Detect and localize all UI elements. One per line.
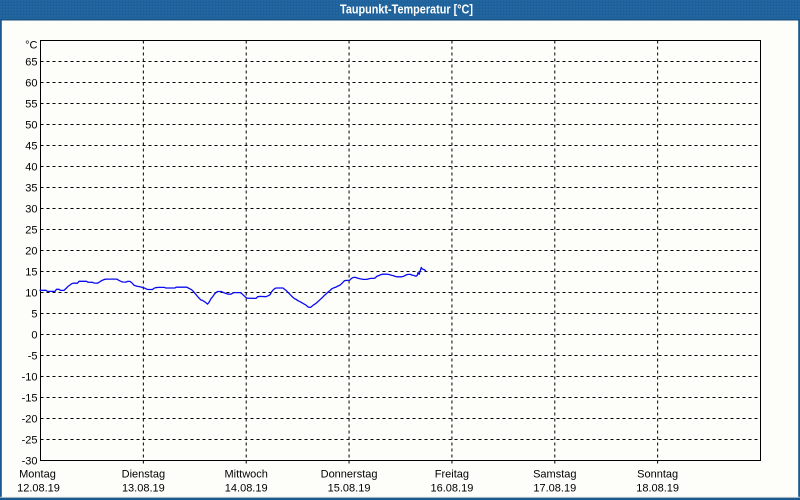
svg-text:55: 55 bbox=[25, 99, 37, 111]
svg-text:Freitag: Freitag bbox=[435, 469, 469, 481]
svg-text:Sonntag: Sonntag bbox=[637, 469, 678, 481]
svg-text:-30: -30 bbox=[22, 456, 38, 468]
svg-text:30: 30 bbox=[25, 204, 37, 216]
svg-text:Dienstag: Dienstag bbox=[122, 469, 165, 481]
svg-text:14.08.19: 14.08.19 bbox=[225, 483, 268, 495]
svg-text:45: 45 bbox=[25, 141, 37, 153]
svg-text:0: 0 bbox=[31, 330, 37, 342]
svg-text:Samstag: Samstag bbox=[533, 469, 576, 481]
svg-text:-10: -10 bbox=[22, 372, 38, 384]
svg-text:65: 65 bbox=[25, 57, 37, 69]
svg-text:-5: -5 bbox=[28, 351, 38, 363]
svg-text:25: 25 bbox=[25, 225, 37, 237]
svg-text:-20: -20 bbox=[22, 414, 38, 426]
svg-text:17.08.19: 17.08.19 bbox=[533, 483, 576, 495]
svg-text:50: 50 bbox=[25, 120, 37, 132]
svg-text:40: 40 bbox=[25, 162, 37, 174]
svg-text:15: 15 bbox=[25, 267, 37, 279]
svg-text:60: 60 bbox=[25, 78, 37, 90]
svg-text:20: 20 bbox=[25, 246, 37, 258]
svg-text:Mittwoch: Mittwoch bbox=[225, 469, 268, 481]
svg-text:-15: -15 bbox=[22, 393, 38, 405]
svg-text:12.08.19: 12.08.19 bbox=[17, 483, 60, 495]
svg-text:10: 10 bbox=[25, 288, 37, 300]
svg-text:Donnerstag: Donnerstag bbox=[321, 469, 378, 481]
svg-text:35: 35 bbox=[25, 183, 37, 195]
svg-text:°C: °C bbox=[25, 40, 37, 52]
svg-text:-25: -25 bbox=[22, 435, 38, 447]
svg-text:Montag: Montag bbox=[19, 469, 56, 481]
svg-text:13.08.19: 13.08.19 bbox=[122, 483, 165, 495]
svg-text:18.08.19: 18.08.19 bbox=[636, 483, 679, 495]
svg-text:15.08.19: 15.08.19 bbox=[328, 483, 371, 495]
svg-text:16.08.19: 16.08.19 bbox=[431, 483, 474, 495]
svg-text:5: 5 bbox=[31, 309, 37, 321]
svg-text:Taupunkt-Temperatur [°C]: Taupunkt-Temperatur [°C] bbox=[340, 1, 473, 16]
